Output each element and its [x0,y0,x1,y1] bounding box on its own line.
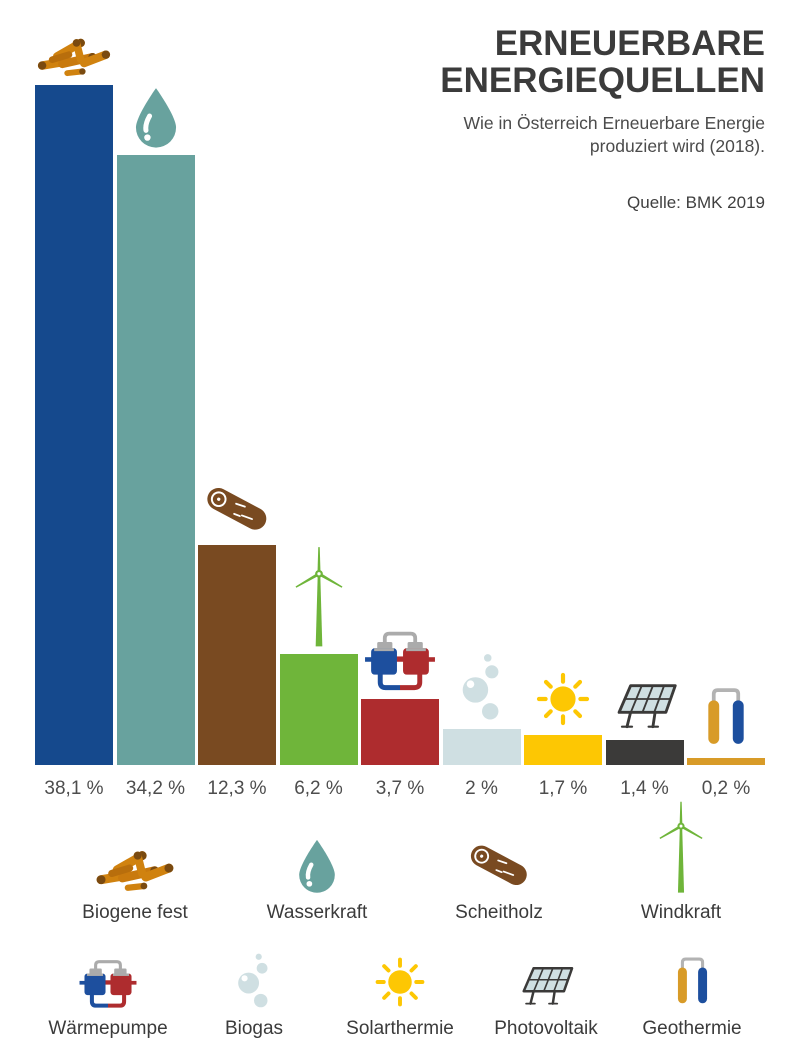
value-label: 34,2 % [125,778,186,799]
value-labels-row: 38,1 % 34,2 % 12,3 % 6,2 % 3,7 % 2 % 1,7… [35,778,765,800]
water-drop-icon [294,832,340,894]
bar-photovoltaik [605,740,684,765]
legend-label: Biogene fest [82,902,188,923]
heat-pump-icon [77,952,139,1010]
legend-item-photovoltaik: Photovoltaik [473,952,619,1040]
legend-item-waermepumpe: Wärmepumpe [35,952,181,1040]
bar-scheitholz [198,545,276,765]
legend-item-biogas: Biogas [181,952,327,1040]
solar-panel-icon [515,952,577,1010]
legend-label: Wärmepumpe [48,1018,168,1039]
source-note: Quelle: BMK 2019 [627,192,765,212]
bar-column-scheitholz [198,478,276,765]
bar-windkraft [279,654,358,765]
value-label: 12,3 % [207,778,267,799]
legend-item-biogene-fest: Biogene fest [44,832,226,924]
wind-turbine-icon [647,832,715,894]
legend-item-geothermie: Geothermie [619,952,765,1040]
legend-label: Wasserkraft [266,902,368,923]
value-label: 0,2 % [701,778,751,799]
bar-column-wasserkraft [116,86,195,765]
bar-column-geothermie [687,684,765,765]
page-title-line1: ERNEUERBARE [494,24,765,63]
value-label: 3,7 % [375,778,425,799]
legend-row-2: Wärmepumpe Biogas Solarthermie Photovolt… [0,952,800,1040]
wood-chips-icon [90,832,180,894]
wood-chips-icon [32,32,116,79]
bar-geothermie [687,758,765,765]
geothermal-icon [700,684,752,752]
legend-item-windkraft: Windkraft [590,832,772,924]
bar-solarthermie [524,735,602,765]
bar-column-solarthermie [524,669,602,765]
legend-label: Photovoltaik [494,1018,598,1039]
sun-icon [372,952,428,1010]
bubbles-icon [235,952,273,1010]
bar-column-biogene-fest [35,32,113,765]
value-label: 1,7 % [538,778,588,799]
bar-biogene-fest [35,85,113,765]
heat-pump-icon [362,629,438,693]
bar-column-photovoltaik [605,682,684,765]
bars-area [35,0,765,765]
header: ERNEUERBARE ENERGIEQUELLEN Wie in Österr… [440,24,765,213]
page-title: ERNEUERBARE ENERGIEQUELLEN [440,24,765,100]
legend-row-1: Biogene fest Wasserkraft Scheitholz Wind… [16,832,800,924]
page-subtitle: Wie in Österreich Erneuerbare Energie pr… [463,112,765,157]
bar-wasserkraft [116,155,195,765]
bubbles-icon [459,647,505,723]
legend-label: Biogas [224,1018,284,1039]
legend-item-scheitholz: Scheitholz [408,832,590,924]
water-drop-icon [130,86,182,149]
value-label: 2 % [465,778,498,799]
legend-label: Scheitholz [455,902,543,923]
legend-label: Geothermie [642,1018,742,1039]
value-label: 6,2 % [294,778,343,799]
sun-icon [533,669,593,729]
log-icon [463,832,535,894]
legend: Biogene fest Wasserkraft Scheitholz Wind… [0,832,800,1040]
wind-turbine-icon [282,544,356,648]
geothermal-icon [671,952,714,1010]
legend-label: Windkraft [640,902,722,923]
bar-biogas [442,729,521,765]
page-title-line2: ENERGIEQUELLEN [440,60,765,100]
bar-column-biogas [442,647,521,765]
legend-item-solarthermie: Solarthermie [327,952,473,1040]
log-icon [199,478,275,539]
legend-label: Solarthermie [346,1018,454,1039]
value-label: 1,4 % [620,778,669,799]
bar-chart: 38,1 % 34,2 % 12,3 % 6,2 % 3,7 % 2 % 1,7… [35,0,765,800]
solar-panel-icon [609,682,681,734]
bar-column-waermepumpe [361,629,439,765]
legend-item-wasserkraft: Wasserkraft [226,832,408,924]
bar-column-windkraft [279,544,358,765]
value-label: 38,1 % [44,778,104,799]
bar-waermepumpe [361,699,439,765]
